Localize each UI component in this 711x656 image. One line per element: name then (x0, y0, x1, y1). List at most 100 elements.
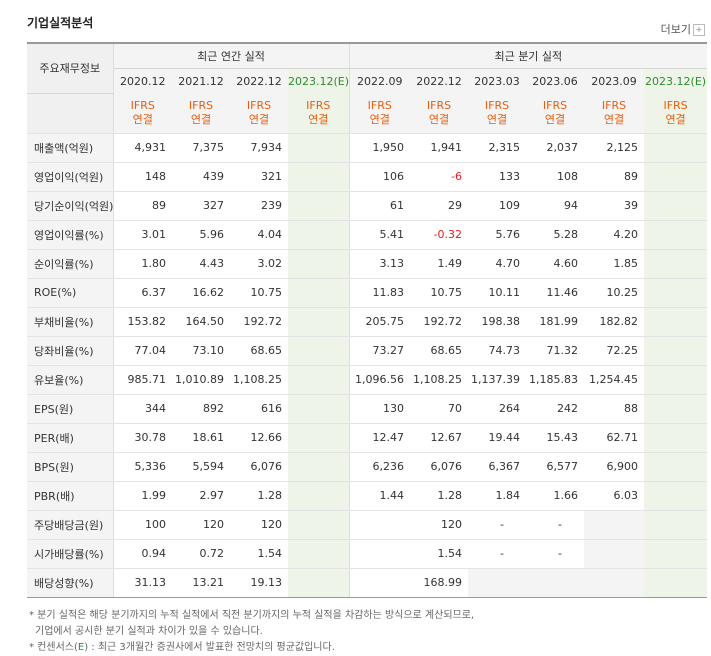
period-header: 2023.03 (468, 68, 527, 93)
value-cell: 198.38 (468, 306, 527, 337)
row-label: 당기순이익(억원) (27, 191, 114, 221)
value-cell: 1.85 (584, 249, 645, 279)
table-row: 유보율(%) 985.71 1,010.89 1,108.25 1,096.56 1,10… (27, 365, 708, 395)
period-header: 2023.09 (584, 68, 645, 93)
value-cell: 4.20 (584, 219, 645, 250)
footnotes: * 분기 실적은 해당 분기까지의 누적 실적에서 직전 분기까지의 누적 실적… (29, 608, 474, 656)
value-cell (288, 306, 350, 337)
value-cell: 3.02 (230, 249, 288, 279)
value-cell: 1.54 (410, 539, 469, 569)
value-cell: 18.61 (172, 423, 230, 453)
note-3-e: E (77, 642, 85, 653)
value-cell: 6.37 (113, 278, 172, 308)
financial-table: 주요재무정보 최근 연간 실적 최근 분기 실적 2020.12 2021.12 2… (27, 42, 708, 598)
value-cell: -0.32 (410, 219, 469, 250)
value-cell: 1.49 (410, 249, 469, 279)
value-cell: 13.21 (172, 568, 230, 598)
value-cell: 1.28 (410, 481, 469, 511)
value-cell: - (468, 539, 527, 569)
value-cell: 4.43 (172, 249, 230, 279)
value-cell: 5.28 (526, 219, 585, 250)
row-label: 주당배당금(원) (27, 509, 114, 540)
plus-box-icon[interactable]: + (693, 24, 705, 36)
value-cell: - (468, 509, 527, 540)
value-cell: 6,577 (526, 452, 585, 482)
table-row: EPS(원) 344 892 616 130 70 264 242 88 (27, 393, 708, 424)
group-annual: 최근 연간 실적 (113, 42, 350, 69)
period-header: 2023.12(E) (644, 68, 708, 93)
value-cell: 120 (172, 509, 230, 540)
value-cell: 89 (113, 191, 172, 221)
value-cell (288, 365, 350, 395)
value-cell: 68.65 (410, 336, 469, 366)
table-row: PBR(배) 1.99 2.97 1.28 1.44 1.28 1.84 1.66 6.03 (27, 481, 708, 511)
value-cell (644, 191, 708, 221)
value-cell: 242 (526, 393, 585, 424)
value-cell: 321 (230, 162, 288, 192)
value-cell: 29 (410, 191, 469, 221)
value-cell: 0.72 (172, 539, 230, 569)
more-label[interactable]: 더보기 (660, 23, 691, 36)
value-cell (644, 219, 708, 250)
value-cell (644, 481, 708, 511)
value-cell: 5.96 (172, 219, 230, 250)
period-header: 2021.12 (172, 68, 230, 93)
value-cell: 12.67 (410, 423, 469, 453)
value-cell (288, 249, 350, 279)
value-cell: 70 (410, 393, 469, 424)
value-cell: 73.10 (172, 336, 230, 366)
value-cell: 181.99 (526, 306, 585, 337)
value-cell: 109 (468, 191, 527, 221)
value-cell: 73.27 (348, 336, 411, 366)
row-label: 매출액(억원) (27, 133, 114, 163)
value-cell: 1,137.39 (468, 365, 527, 395)
label-header: 주요재무정보 (27, 42, 114, 94)
value-cell: 94 (526, 191, 585, 221)
value-cell: 4,931 (113, 133, 172, 163)
value-cell (288, 481, 350, 511)
value-cell: 71.32 (526, 336, 585, 366)
value-cell: 15.43 (526, 423, 585, 453)
note-3-prefix: * 컨센서스( (29, 642, 78, 653)
ifrs-badge: IFRS 연결 (468, 93, 527, 134)
value-cell (288, 568, 350, 598)
value-cell: 1.44 (348, 481, 411, 511)
value-cell: 61 (348, 191, 411, 221)
value-cell: 89 (584, 162, 645, 192)
value-cell: 120 (410, 509, 469, 540)
value-cell (644, 423, 708, 453)
row-label: PBR(배) (27, 481, 114, 511)
value-cell: 72.25 (584, 336, 645, 366)
value-cell: 3.01 (113, 219, 172, 250)
value-cell (288, 423, 350, 453)
value-cell: -6 (410, 162, 469, 192)
value-cell: 7,934 (230, 133, 288, 163)
value-cell (644, 278, 708, 308)
value-cell: 6,900 (584, 452, 645, 482)
table-row: 부채비율(%) 153.82 164.50 192.72 205.75 192.72 198… (27, 306, 708, 337)
value-cell: 192.72 (230, 306, 288, 337)
value-cell (288, 219, 350, 250)
value-cell: - (526, 509, 585, 540)
more-link[interactable]: 더보기 + (661, 21, 705, 37)
value-cell: 264 (468, 393, 527, 424)
value-cell: 1,108.25 (410, 365, 469, 395)
value-cell: - (526, 539, 585, 569)
value-cell: 12.66 (230, 423, 288, 453)
period-header: 2023.06 (526, 68, 585, 93)
value-cell (584, 539, 645, 569)
value-cell: 5,594 (172, 452, 230, 482)
value-cell (584, 509, 645, 540)
value-cell (644, 162, 708, 192)
table-row: 주당배당금(원) 100 120 120 120- - (27, 509, 708, 540)
row-label: ROE(%) (27, 278, 114, 308)
value-cell (644, 249, 708, 279)
value-cell: 4.60 (526, 249, 585, 279)
value-cell (526, 568, 585, 598)
table-row: 당좌비율(%) 77.04 73.10 68.65 73.27 68.65 74.73 71.… (27, 336, 708, 366)
value-cell: 10.11 (468, 278, 527, 308)
table-row: 시가배당률(%) 0.94 0.72 1.54 1.54- - (27, 539, 708, 569)
ifrs-badge: IFRS 연결 (526, 93, 585, 134)
note-line-1: * 분기 실적은 해당 분기까지의 누적 실적에서 직전 분기까지의 누적 실적… (29, 610, 475, 621)
